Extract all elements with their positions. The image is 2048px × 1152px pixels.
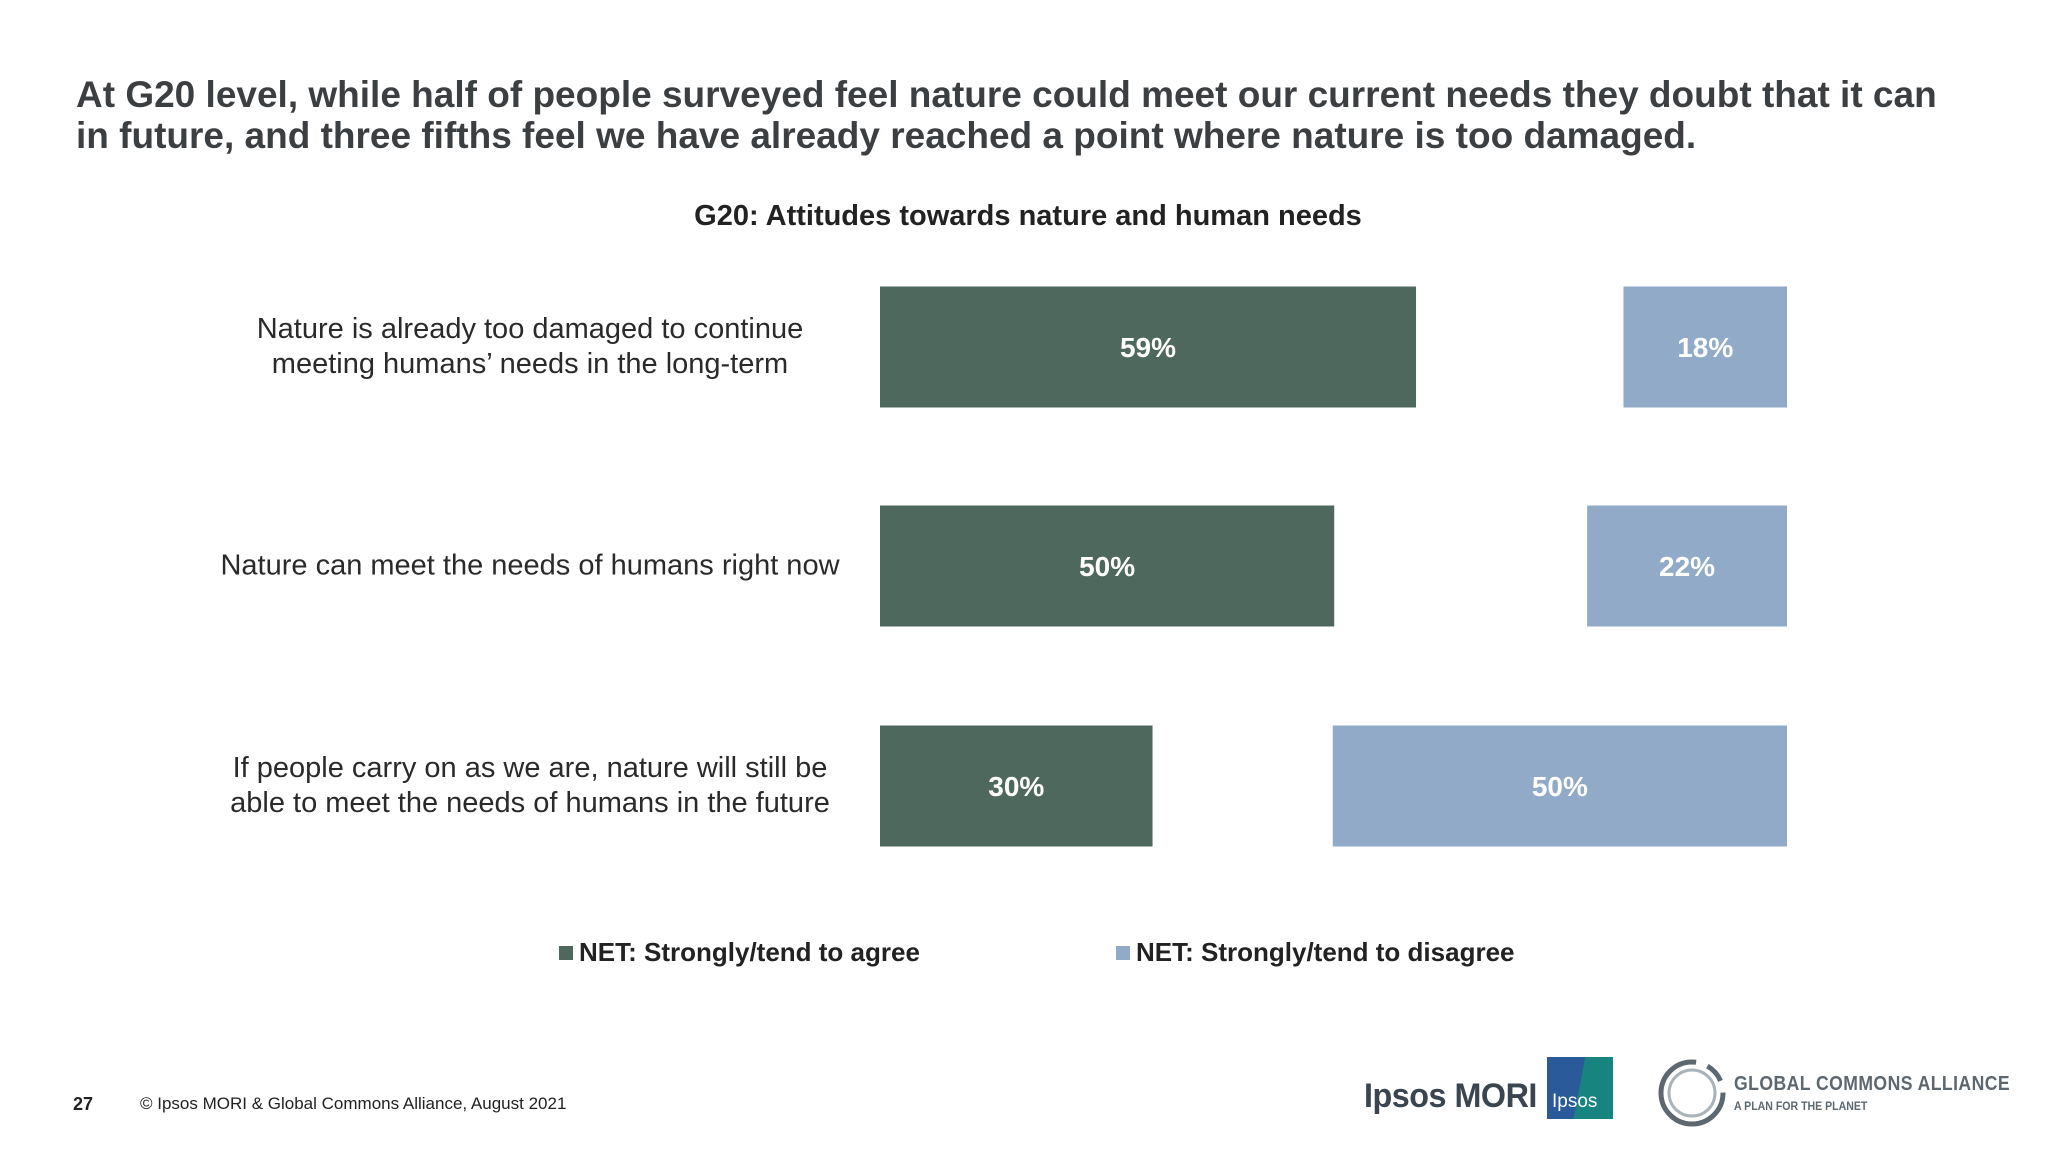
data-label-disagree: 50% [1532,771,1588,802]
chart-title: G20: Attitudes towards nature and human … [694,200,1362,232]
bar-disagree [1332,725,1787,847]
page-number: 27 [73,1094,94,1114]
ipsos-logo-text: Ipsos [1552,1091,1598,1112]
data-label-disagree: 22% [1659,551,1715,582]
bar-disagree [1587,505,1787,627]
legend-label-agree: NET: Strongly/tend to agree [579,937,920,967]
data-label-agree: 59% [1120,332,1176,363]
legend-swatch-disagree [1116,945,1130,960]
bar-agree [880,286,1417,408]
legend-item-agree: NET: Strongly/tend to agree [559,937,920,968]
category-label: Nature is already too damaged to continu… [256,313,804,380]
bar-agree [880,505,1335,627]
gca-logo-name: GLOBAL COMMONS ALLIANCE [1734,1073,2011,1095]
ipsos-logo: Ipsos [1547,1057,1613,1119]
slide-headline: At G20 level, while half of people surve… [76,74,1937,156]
data-label-disagree: 18% [1677,332,1733,363]
bar-disagree [1623,286,1787,408]
legend-label-disagree: NET: Strongly/tend to disagree [1136,937,1515,967]
ipsos-mori-logo: Ipsos MORI [1364,1077,1537,1115]
gca-logo-tagline: A PLAN FOR THE PLANET [1734,1099,1868,1113]
category-label: If people carry on as we are, nature wil… [230,752,830,819]
category-label: Nature can meet the needs of humans righ… [220,549,840,582]
data-label-agree: 50% [1079,551,1135,582]
data-label-agree: 30% [988,771,1044,802]
legend-item-disagree: NET: Strongly/tend to disagree [1116,937,1515,968]
bar-agree [880,725,1153,847]
gca-ring-logo-icon [1658,1059,1726,1127]
copyright-text: © Ipsos MORI & Global Commons Alliance, … [140,1094,567,1113]
legend-swatch-agree [559,945,573,960]
